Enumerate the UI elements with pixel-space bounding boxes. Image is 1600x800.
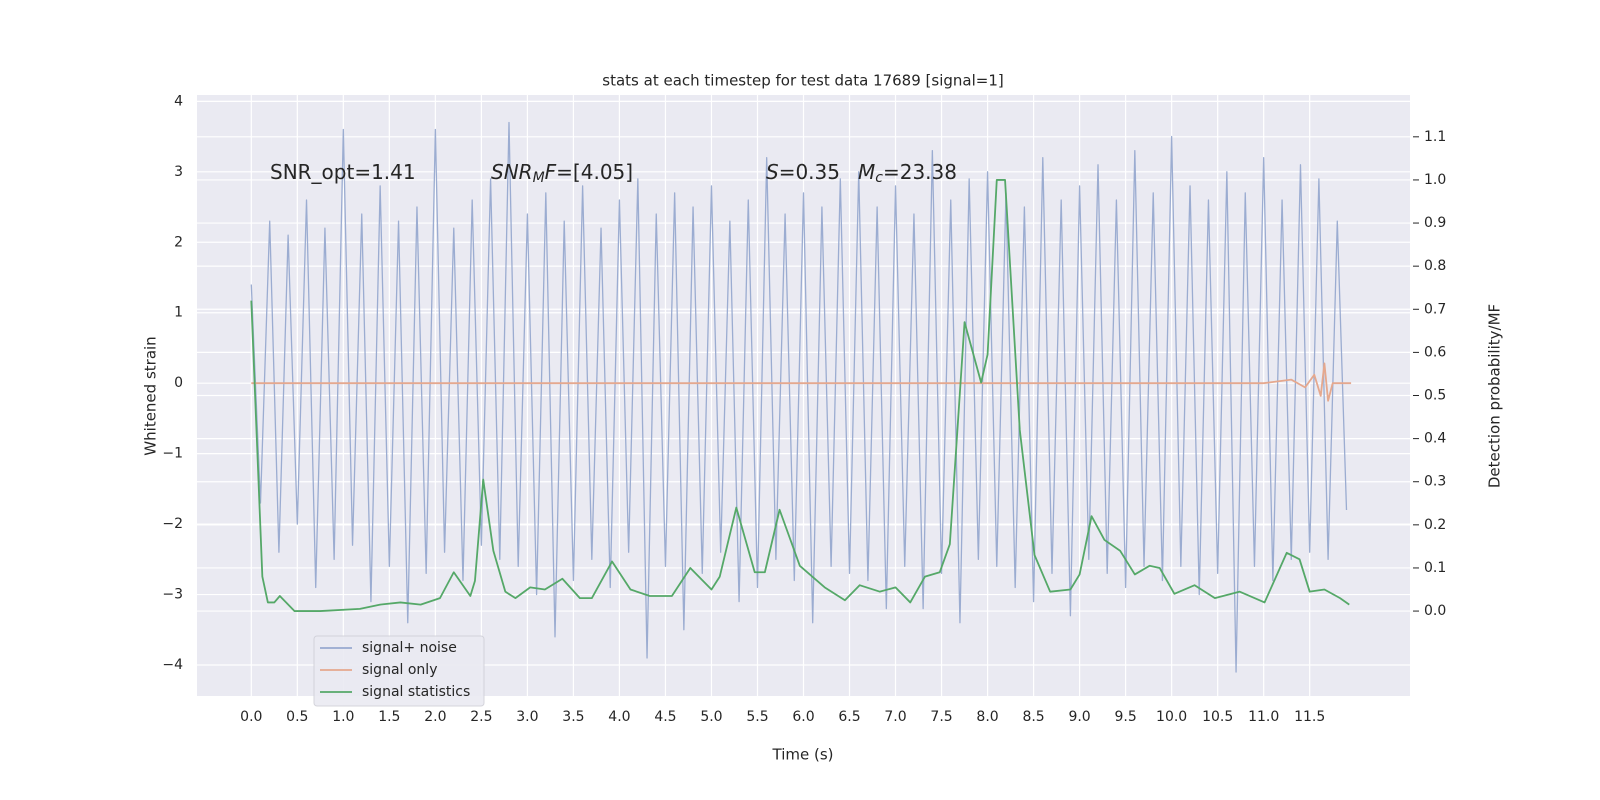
annotation-part: M (858, 160, 875, 184)
y-tick-label: −4 (162, 657, 183, 673)
x-tick-label: 9.0 (1068, 709, 1090, 725)
annotation-part: S (766, 160, 779, 184)
y-tick-label: 1 (174, 305, 183, 321)
annotation-part: =0.35 (779, 160, 840, 184)
y2-tick-label: 0.1 (1424, 560, 1446, 576)
x-tick-label: 2.5 (470, 709, 492, 725)
legend-label: signal statistics (362, 684, 470, 700)
y-tick-label: 0 (174, 375, 183, 391)
y-tick-label: 2 (174, 234, 183, 250)
annotation-part: =[4.05] (556, 160, 633, 184)
y2-tick-label: 0.2 (1424, 517, 1446, 533)
x-tick-label: 6.5 (838, 709, 860, 725)
x-tick-label: 0.0 (240, 709, 262, 725)
legend-label: signal only (362, 662, 437, 678)
annotation-part: SNR_opt=1.41 (270, 160, 416, 184)
y-tick-label: −3 (162, 587, 183, 603)
y-tick-label: −2 (162, 516, 183, 532)
x-tick-label: 6.0 (792, 709, 814, 725)
x-tick-label: 2.0 (424, 709, 446, 725)
x-axis-label: Time (s) (772, 746, 834, 764)
x-tick-label: 4.0 (608, 709, 630, 725)
x-tick-label: 5.0 (700, 709, 722, 725)
y-tick-label: 4 (174, 93, 183, 109)
x-tick-label: 7.5 (930, 709, 952, 725)
y2-tick-label: 0.6 (1424, 344, 1446, 360)
y-tick-label: 3 (174, 164, 183, 180)
annotation-part: =23.38 (883, 160, 957, 184)
annotation: SNRMF=[4.05] (491, 160, 633, 187)
x-tick-label: 3.5 (562, 709, 584, 725)
chart-title: stats at each timestep for test data 176… (602, 72, 1003, 90)
y2-tick-label: 0.0 (1424, 603, 1446, 619)
y2-tick-label: 0.8 (1424, 258, 1446, 274)
x-tick-label: 11.0 (1248, 709, 1279, 725)
series-line (251, 362, 1352, 402)
y-tick-label: −1 (162, 446, 183, 462)
y2-tick-label: 0.4 (1424, 431, 1446, 447)
annotation-part: M (533, 170, 545, 186)
x-tick-label: 8.5 (1022, 709, 1044, 725)
x-tick-label: 7.0 (884, 709, 906, 725)
annotation-part: F (545, 160, 557, 184)
y-axis-label: Whitened strain (142, 336, 160, 455)
y2-tick-label: 1.1 (1424, 129, 1446, 145)
x-tick-label: 8.0 (976, 709, 998, 725)
annotation: SNR_opt=1.41 (270, 160, 416, 184)
series-line (250, 121, 1348, 673)
x-tick-label: 10.5 (1202, 709, 1233, 725)
y2-tick-label: 0.9 (1424, 215, 1446, 231)
y2-tick-label: 0.3 (1424, 474, 1446, 490)
annotation: S=0.35 (766, 160, 840, 184)
legend-box (313, 635, 485, 707)
grid (197, 95, 1410, 696)
y2-tick-label: 1.0 (1424, 172, 1446, 188)
legend: signal+ noise signal only signal statistic… (313, 635, 485, 707)
x-tick-label: 9.5 (1114, 709, 1136, 725)
x-tick-label: 10.0 (1156, 709, 1187, 725)
y2-tick-label: 0.7 (1424, 301, 1446, 317)
y2-tick-label: 0.5 (1424, 388, 1446, 404)
x-tick-label: 0.5 (286, 709, 308, 725)
x-tick-label: 5.5 (746, 709, 768, 725)
legend-label: signal+ noise (362, 640, 457, 656)
series-line (250, 179, 1350, 612)
x-tick-label: 3.0 (516, 709, 538, 725)
annotation-part: c (875, 170, 883, 186)
annotation-part: SNR (491, 160, 533, 184)
y2-axis-label: Detection probability/MF (1486, 304, 1504, 488)
x-tick-label: 11.5 (1294, 709, 1325, 725)
annotation: Mc=23.38 (858, 160, 957, 187)
x-tick-label: 1.5 (378, 709, 400, 725)
x-tick-label: 4.5 (654, 709, 676, 725)
x-tick-label: 1.0 (332, 709, 354, 725)
